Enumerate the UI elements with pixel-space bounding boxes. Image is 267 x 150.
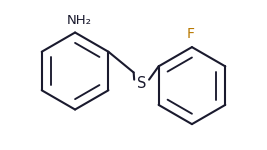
Text: S: S <box>137 76 146 91</box>
Text: F: F <box>187 27 195 41</box>
Text: NH₂: NH₂ <box>66 14 92 27</box>
